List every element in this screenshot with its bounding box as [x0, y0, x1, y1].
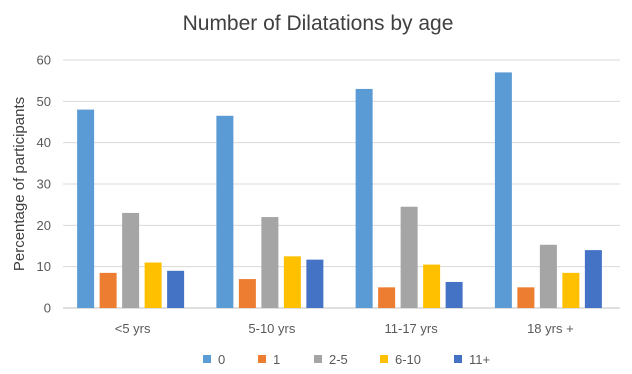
bar-11-3	[584, 250, 602, 308]
y-tick-label: 0	[44, 301, 51, 316]
bar-0-3	[494, 72, 512, 309]
y-axis-ticks: 0 10 20 30 40 50 60	[37, 53, 51, 316]
bar-11-2	[445, 281, 463, 308]
bar-1-3	[517, 287, 535, 308]
legend: 0 1 2-5 6-10 11+	[203, 352, 490, 367]
legend-swatch	[454, 355, 462, 363]
x-tick-label: 5-10 yrs	[248, 321, 295, 336]
y-tick-label: 50	[37, 94, 51, 109]
bar-25-1	[261, 217, 279, 308]
legend-swatch	[380, 355, 388, 363]
x-tick-label: 18 yrs +	[527, 321, 574, 336]
bar-0-0	[77, 109, 95, 308]
legend-swatch	[203, 355, 211, 363]
bar-25-0	[122, 212, 140, 308]
legend-label: 6-10	[395, 352, 421, 367]
y-tick-label: 60	[37, 53, 51, 68]
bar-1-0	[99, 272, 117, 308]
bar-11-1	[306, 259, 324, 308]
x-axis-ticks: <5 yrs 5-10 yrs 11-17 yrs 18 yrs +	[115, 321, 574, 336]
legend-label: 11+	[469, 352, 490, 367]
bar-610-3	[562, 272, 580, 308]
bar-610-1	[283, 256, 301, 308]
legend-swatch	[314, 355, 322, 363]
bar-25-3	[539, 244, 557, 308]
y-axis-label: Percentage of participants	[11, 97, 28, 271]
bar-610-2	[423, 264, 441, 308]
legend-label: 0	[218, 352, 225, 367]
bar-11-0	[167, 270, 185, 308]
bar-1-2	[378, 287, 396, 308]
x-tick-label: <5 yrs	[115, 321, 151, 336]
bar-0-1	[216, 115, 234, 308]
y-tick-label: 20	[37, 218, 51, 233]
y-tick-label: 30	[37, 177, 51, 192]
bar-25-2	[400, 206, 418, 308]
legend-label: 1	[273, 352, 280, 367]
x-tick-label: 11-17 yrs	[385, 321, 439, 336]
bar-0-2	[355, 88, 373, 308]
bars	[77, 72, 602, 309]
legend-label: 2-5	[329, 352, 348, 367]
legend-swatch	[258, 355, 266, 363]
chart-title: Number of Dilatations by age	[183, 12, 454, 35]
y-tick-label: 40	[37, 135, 51, 150]
bar-1-1	[238, 279, 256, 308]
y-tick-label: 10	[37, 259, 51, 274]
bar-610-0	[144, 262, 162, 308]
